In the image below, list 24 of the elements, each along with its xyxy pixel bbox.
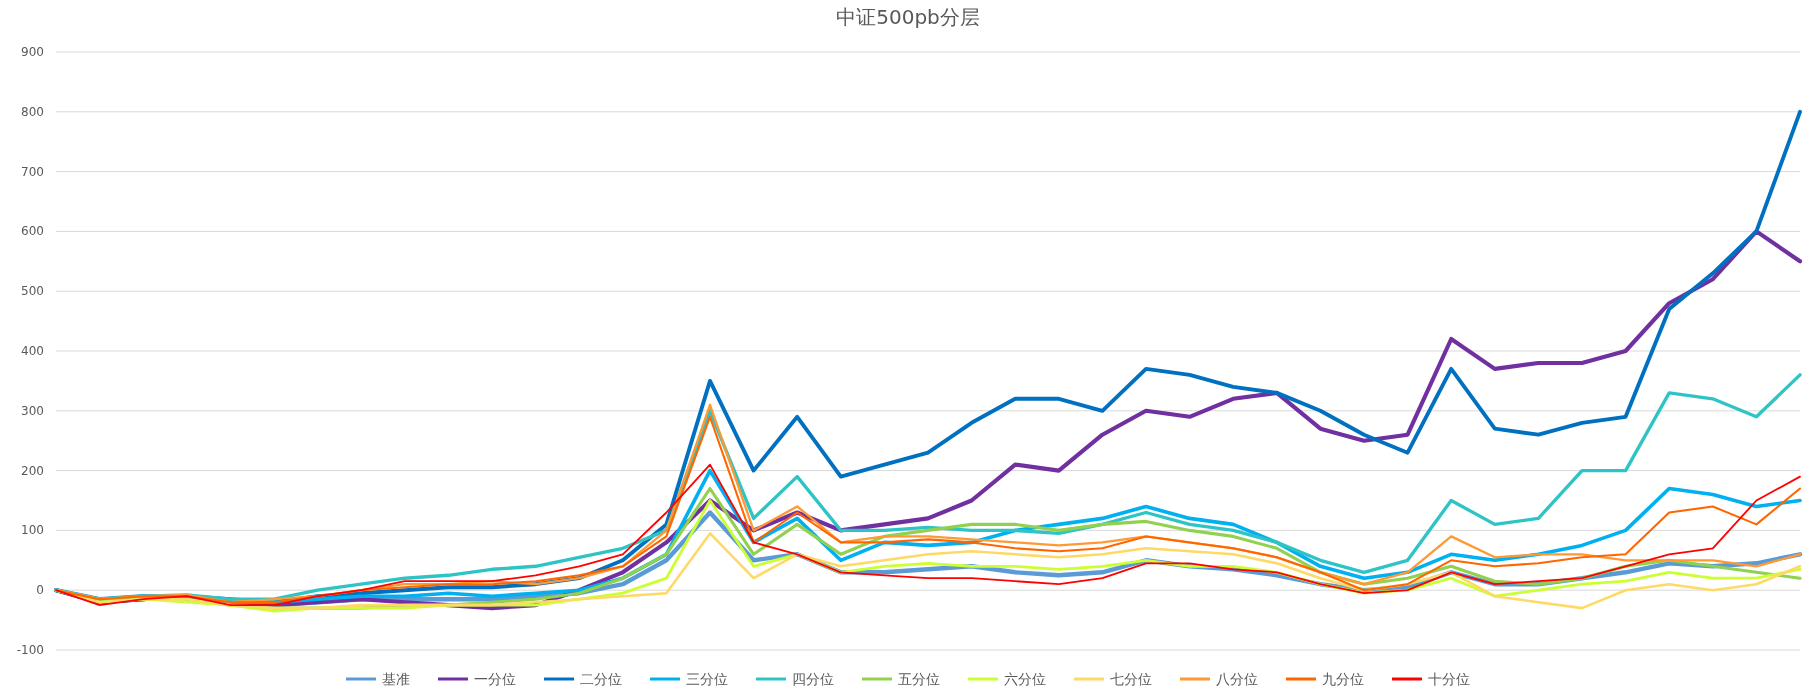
legend-label: 四分位	[792, 671, 834, 687]
legend-label: 基准	[382, 671, 410, 687]
line-series	[54, 532, 1802, 610]
y-tick-label: 500	[21, 284, 44, 299]
y-tick-label: 700	[21, 164, 44, 179]
legend-label: 一分位	[474, 671, 516, 687]
y-tick-label: 600	[21, 224, 44, 239]
y-tick-label: 300	[21, 403, 44, 418]
y-tick-label: 200	[21, 463, 44, 478]
chart-title: 中证500pb分层	[836, 5, 980, 29]
y-tick-label: 100	[21, 523, 44, 538]
y-tick-label: 0	[36, 583, 44, 598]
legend-label: 七分位	[1110, 671, 1152, 687]
legend-label: 五分位	[898, 671, 940, 687]
legend-label: 二分位	[580, 671, 622, 687]
legend-label: 十分位	[1428, 671, 1470, 687]
legend-label: 九分位	[1322, 671, 1364, 687]
legend-label: 八分位	[1216, 671, 1258, 687]
y-tick-label: 900	[21, 45, 44, 59]
y-tick-label: 400	[21, 344, 44, 358]
legend-label: 六分位	[1004, 671, 1046, 687]
y-tick-label: 800	[21, 104, 44, 119]
y-tick-label: -100	[16, 643, 44, 657]
legend-label: 三分位	[686, 671, 728, 687]
